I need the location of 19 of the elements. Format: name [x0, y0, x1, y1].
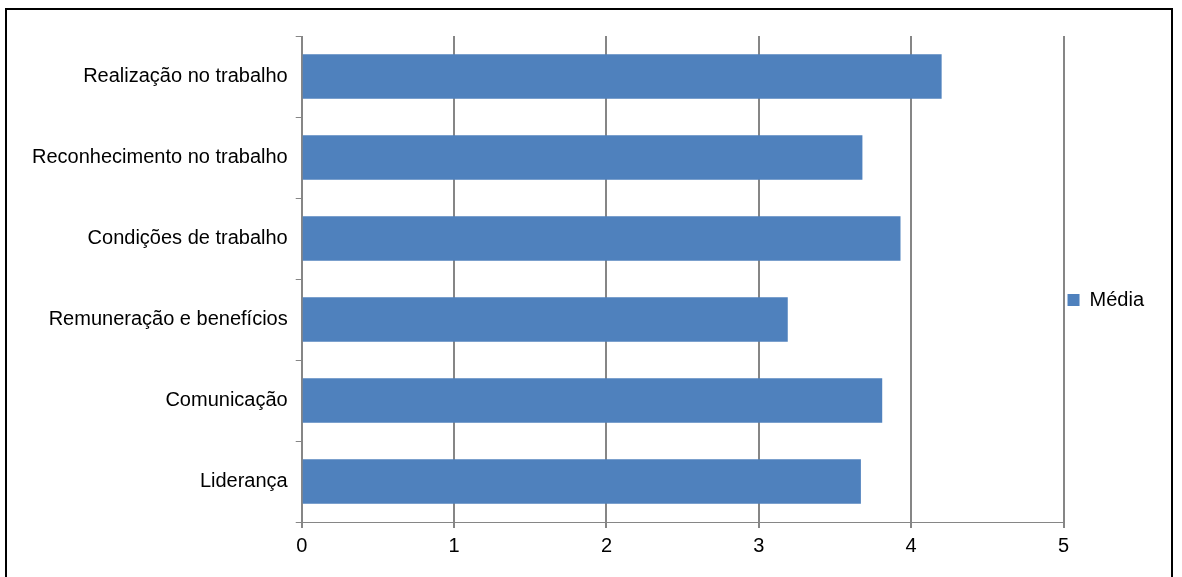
x-tick-label: 5 [1057, 533, 1070, 556]
bar [302, 297, 788, 342]
y-tick-label: Condições de trabalho [87, 226, 288, 249]
x-tick-label: 1 [448, 533, 460, 556]
bar [302, 54, 942, 99]
x-tick-label: 3 [753, 533, 765, 556]
x-tick-label: 0 [296, 533, 308, 556]
x-tick-label: 2 [600, 533, 613, 556]
y-tick-label: Remuneração e benefícios [48, 307, 288, 330]
bar [302, 216, 901, 261]
x-tick-label: 4 [905, 533, 917, 556]
y-tick-label: Reconhecimento no trabalho [31, 145, 288, 168]
y-tick-label: Liderança [199, 469, 289, 492]
legend-label: Média [1089, 287, 1145, 310]
bar [302, 135, 863, 180]
y-tick-label: Realização no trabalho [83, 64, 288, 87]
bar [302, 378, 883, 423]
bar [302, 459, 861, 504]
y-tick-label: Comunicação [165, 388, 288, 411]
